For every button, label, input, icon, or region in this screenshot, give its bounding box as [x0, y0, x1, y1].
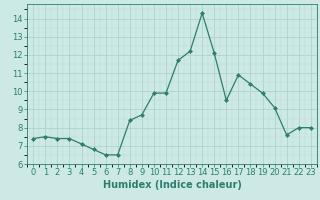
X-axis label: Humidex (Indice chaleur): Humidex (Indice chaleur)	[103, 180, 241, 190]
